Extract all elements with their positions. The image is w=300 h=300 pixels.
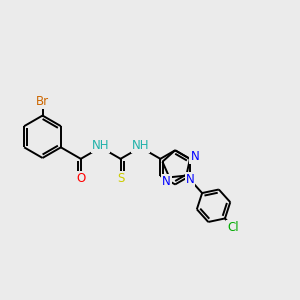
Text: S: S xyxy=(117,172,124,185)
Text: O: O xyxy=(76,172,86,185)
Text: N: N xyxy=(190,150,199,163)
Text: NH: NH xyxy=(132,140,149,152)
Text: N: N xyxy=(185,173,194,186)
Text: Cl: Cl xyxy=(227,221,239,234)
Text: NH: NH xyxy=(92,140,110,152)
Text: N: N xyxy=(162,176,171,188)
Text: Br: Br xyxy=(36,95,49,108)
